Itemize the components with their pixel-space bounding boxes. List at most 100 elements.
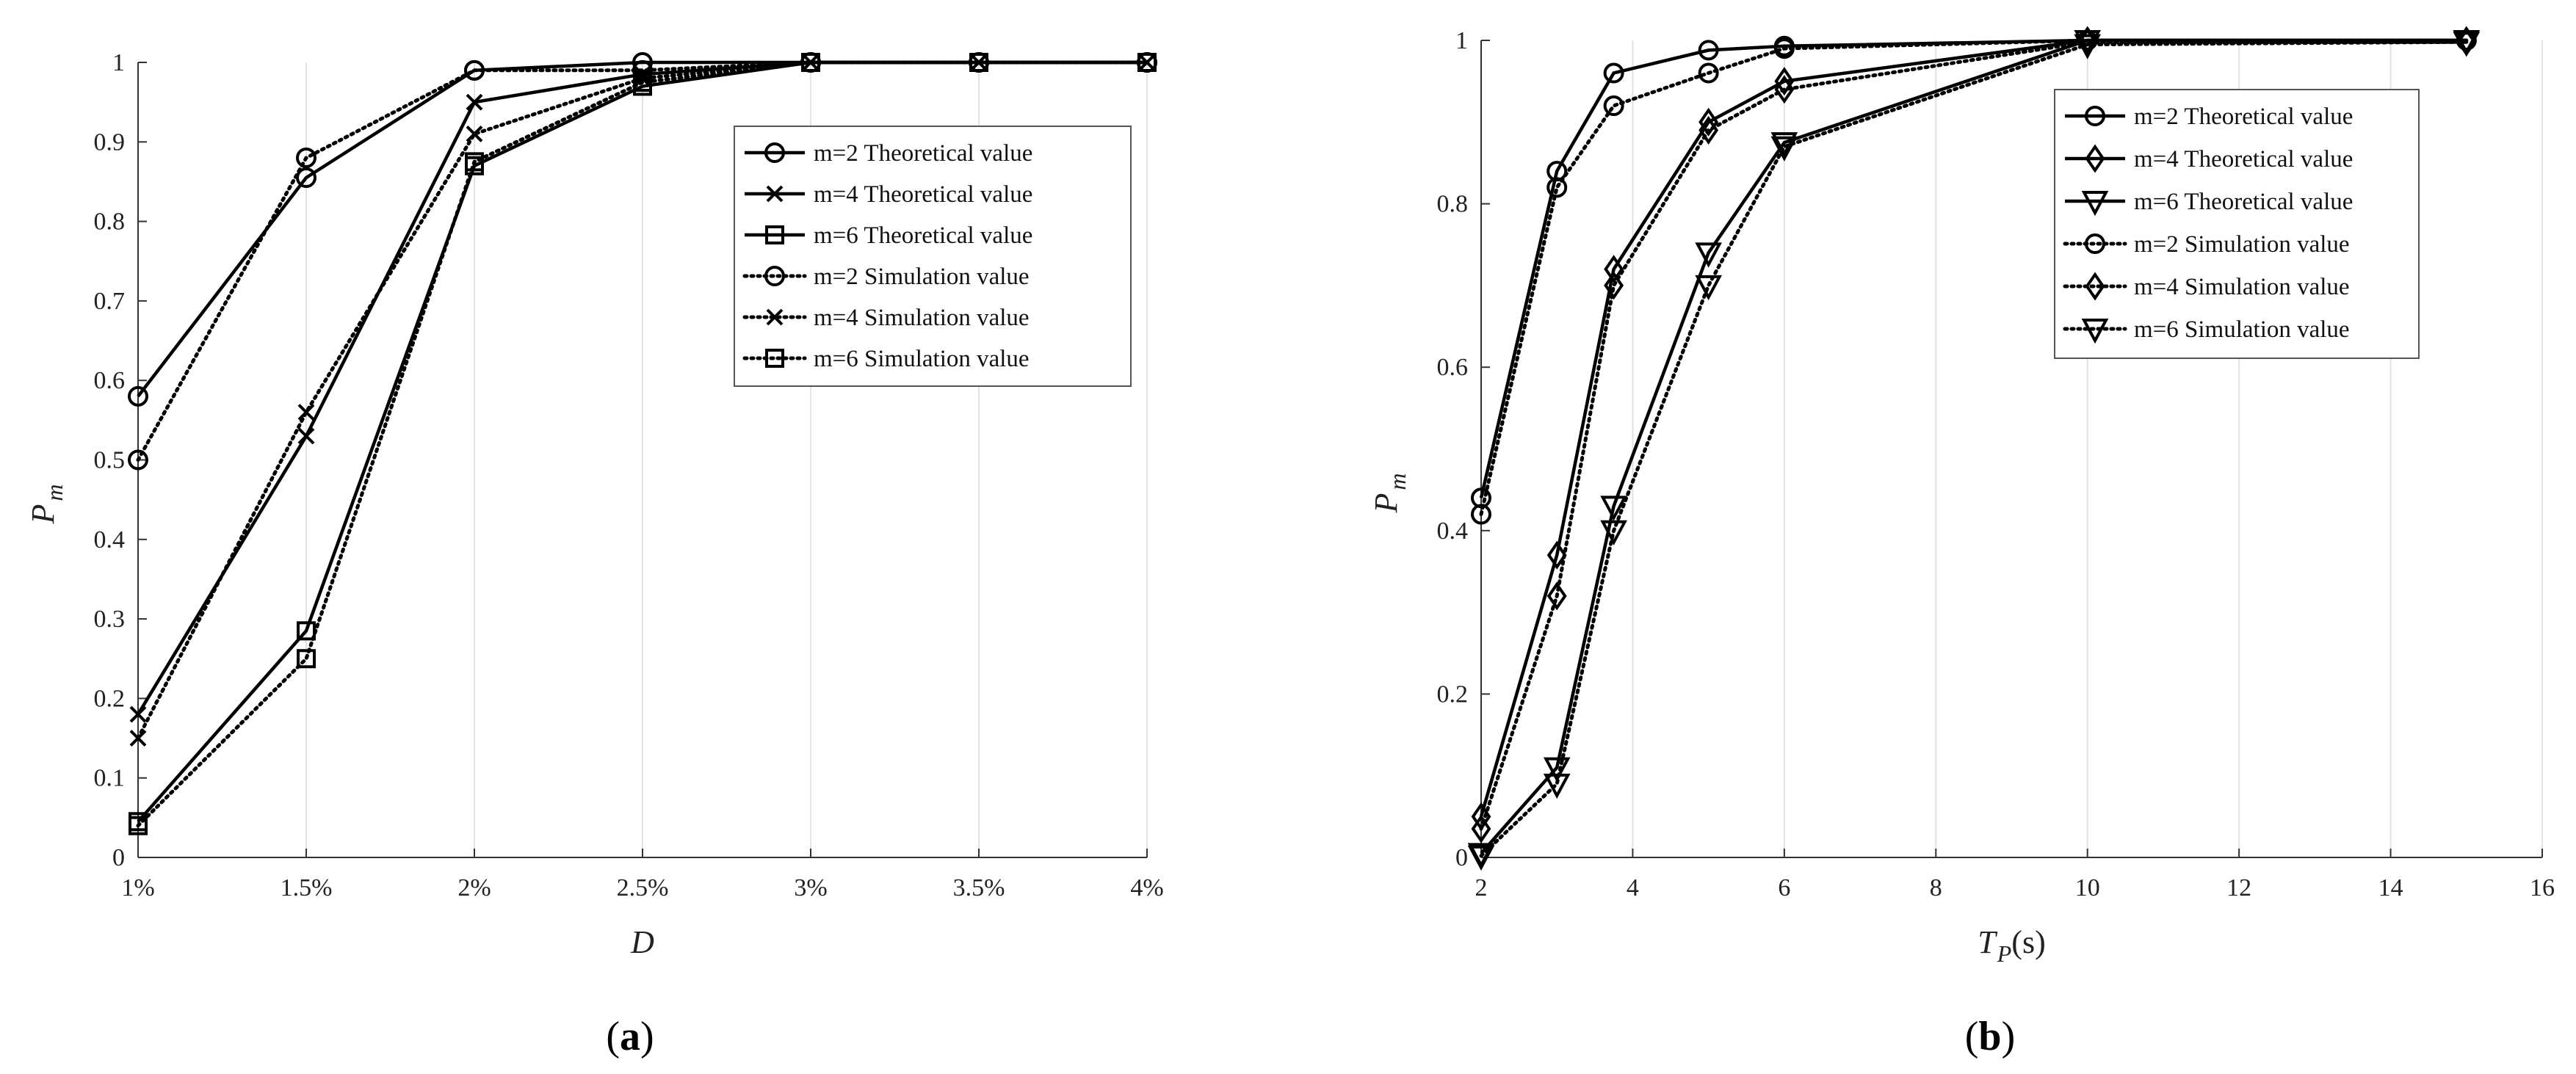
panel-label-a: a: [620, 1014, 640, 1059]
data-point: [296, 147, 316, 168]
series-line: [1479, 40, 2469, 858]
x-tick-label: 10: [2075, 874, 2100, 901]
x-tick-label: 1.5%: [281, 874, 333, 901]
x-tick-label: 8: [1930, 874, 1942, 901]
data-point: [297, 649, 316, 669]
data-point: [129, 705, 147, 723]
legend-label: m=6 Theoretical value: [2134, 189, 2353, 215]
data-point: [128, 385, 148, 407]
y-tick-label: 0.4: [1437, 518, 1469, 545]
legend-label: m=2 Theoretical value: [2134, 104, 2353, 130]
y-tick-label: 0.9: [94, 128, 126, 156]
x-tick-label: 16: [2530, 874, 2555, 901]
x-axis-title: TP(s): [1978, 924, 2045, 967]
legend-marker: [2085, 106, 2105, 126]
y-tick-label: 0.5: [94, 447, 126, 474]
data-point: [2074, 34, 2102, 59]
x-axis-title: D: [630, 924, 654, 960]
y-tick-label: 0: [112, 844, 125, 871]
series-5: [1467, 32, 2481, 871]
data-point: [1543, 773, 1571, 799]
data-point: [1774, 67, 1795, 96]
data-point: [1698, 62, 1719, 84]
y-tick-label: 0.2: [1437, 681, 1469, 708]
legend-label: m=6 Theoretical value: [814, 222, 1032, 249]
legend-box: [2054, 89, 2420, 359]
data-point: [1600, 496, 1627, 521]
x-tick-label: 2%: [457, 874, 491, 901]
panel-label-b: b: [1978, 1014, 2001, 1059]
data-point: [465, 152, 484, 172]
legend: m=2 Theoretical value m=4 Theoretical val…: [2054, 89, 2420, 359]
y-tick-label: 0.3: [94, 606, 126, 633]
legend-box: [734, 126, 1132, 387]
y-axis-title: Pm: [25, 485, 68, 525]
legend-marker: [764, 266, 785, 286]
x-tick-label: 6: [1778, 874, 1790, 901]
y-axis-title-sub: m: [41, 485, 68, 501]
legend: m=2 Theoretical value m=4 Theoretical val…: [734, 126, 1132, 387]
data-point: [1467, 845, 1495, 871]
data-point: [2453, 32, 2481, 57]
legend-marker: [2085, 144, 2105, 173]
legend-label: m=4 Simulation value: [814, 305, 1030, 331]
data-point: [296, 167, 316, 189]
x-tick-label: 3%: [794, 874, 827, 901]
panel-label-a-text: (a): [606, 1014, 654, 1059]
data-point: [128, 449, 148, 471]
legend-marker: [2081, 319, 2109, 344]
data-point: [1698, 40, 1719, 61]
data-point: [1138, 54, 1156, 71]
legend-marker: [766, 308, 784, 326]
x-tick-label: 3.5%: [953, 874, 1005, 901]
data-point: [1137, 53, 1157, 72]
data-point: [1543, 757, 1571, 783]
x-tick-label: 14: [2378, 874, 2403, 901]
legend-marker: [765, 225, 784, 244]
x-tick-label: 12: [2226, 874, 2251, 901]
data-point: [1600, 520, 1627, 546]
series-5: [129, 53, 1157, 835]
data-point: [1770, 136, 1798, 162]
data-point: [633, 73, 652, 92]
x-tick-label: 4%: [1130, 874, 1163, 901]
series-line: [1479, 38, 2469, 516]
data-point: [1695, 242, 1722, 268]
legend-label: m=2 Theoretical value: [814, 140, 1032, 167]
legend-label: m=2 Simulation value: [2134, 231, 2350, 258]
data-point: [1471, 504, 1491, 525]
data-point: [1546, 540, 1567, 570]
data-point: [464, 59, 485, 81]
x-tick-label: 1%: [121, 874, 154, 901]
y-axis-title-main: P: [25, 504, 61, 525]
x-axis-title-main: T: [1978, 924, 1998, 960]
y-tick-label: 0.8: [1437, 191, 1469, 218]
data-point: [129, 816, 148, 835]
series-line: [1479, 40, 2469, 831]
x-tick-label: 2.5%: [617, 874, 669, 901]
y-tick-label: 0.6: [94, 367, 126, 394]
data-point: [969, 53, 988, 72]
legend-marker: [2081, 191, 2109, 217]
y-axis-title: Pm: [1368, 473, 1411, 514]
y-tick-label: 0.1: [94, 765, 126, 792]
legend-marker: [2085, 233, 2105, 254]
chart-panel-a: 0 0.1 0.2 0.3 0.4 0.5 0.6 0.7 0.8 0.9 1 1% 1.5% 2% 2.5…: [25, 49, 1164, 960]
data-point: [466, 93, 483, 111]
data-point: [297, 427, 315, 445]
data-point: [1695, 275, 1722, 301]
data-point: [1773, 38, 1795, 59]
y-tick-label: 0.4: [94, 526, 126, 554]
legend-label: m=4 Theoretical value: [2134, 146, 2353, 173]
panel-label-b-text: (b): [1965, 1014, 2015, 1059]
data-point: [1471, 814, 1491, 843]
series-line: [136, 60, 1149, 828]
legend-label: m=6 Simulation value: [814, 346, 1030, 372]
y-tick-label: 0.6: [1437, 354, 1469, 381]
x-tick-label: 2: [1475, 874, 1488, 901]
legend-label: m=2 Simulation value: [814, 264, 1030, 290]
data-point: [1546, 177, 1568, 198]
y-tick-label: 1: [1455, 27, 1468, 54]
